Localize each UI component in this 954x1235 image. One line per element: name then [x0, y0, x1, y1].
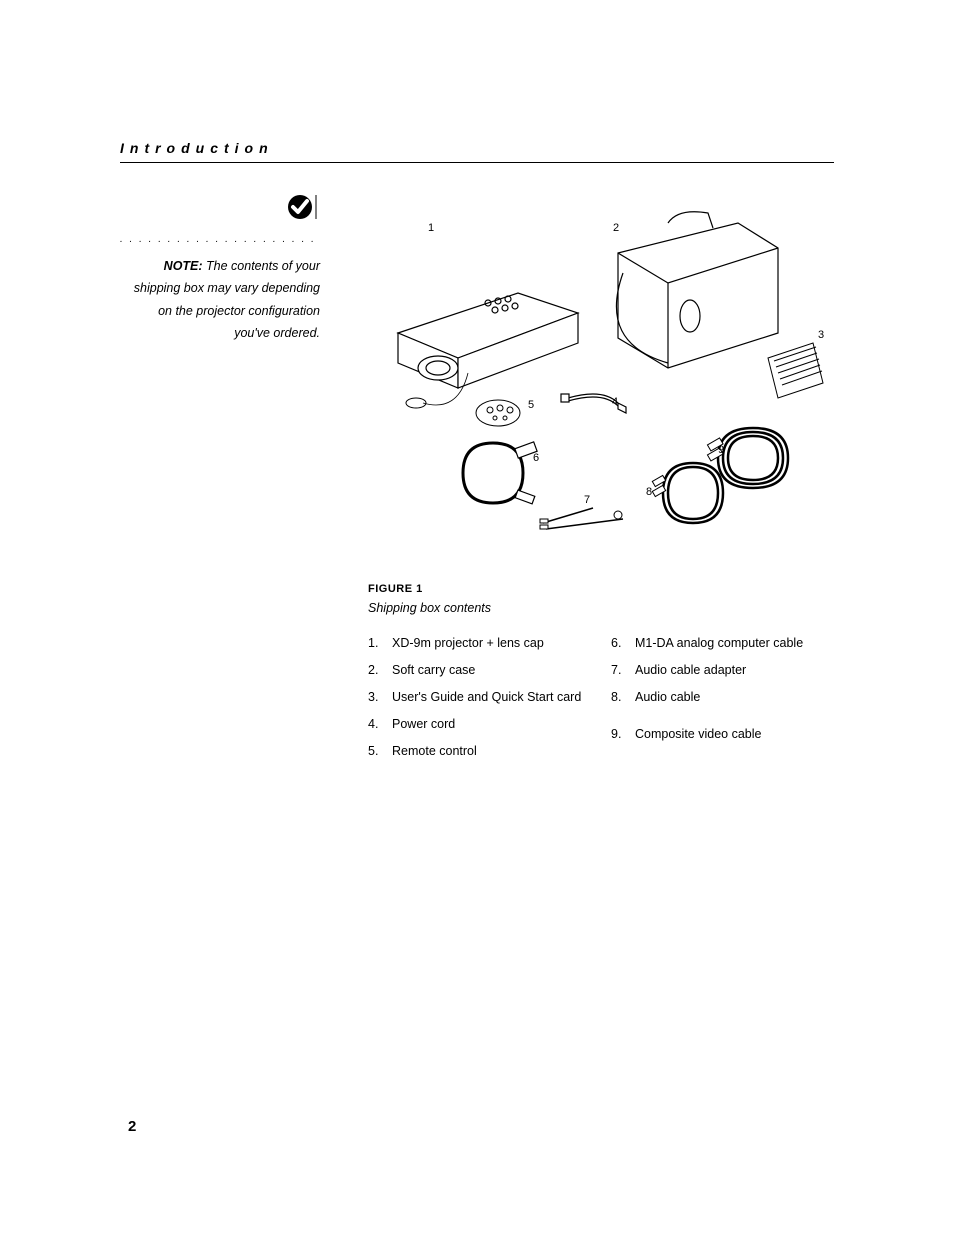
list-item: 6.M1-DA analog computer cable — [611, 635, 834, 652]
margin-note: . . . . . . . . . . . . . . . . . . . . … — [120, 193, 328, 345]
callout-1: 1 — [428, 222, 434, 234]
figure-label: FIGURE 1 — [368, 583, 834, 595]
list-item: 3.User's Guide and Quick Start card — [368, 689, 591, 706]
callout-9: 9 — [718, 444, 724, 456]
note-icon-row — [120, 193, 320, 229]
note-text-3: on the projector configuration — [120, 300, 320, 323]
main-column: 1 2 3 4 5 6 7 8 9 FIGURE 1 Shipping box … — [328, 193, 834, 769]
list-item: 1.XD-9m projector + lens cap — [368, 635, 591, 652]
list-item: 5.Remote control — [368, 743, 591, 760]
contents-list: 1.XD-9m projector + lens cap 2.Soft carr… — [368, 635, 834, 769]
callout-7: 7 — [584, 494, 590, 506]
two-column-layout: . . . . . . . . . . . . . . . . . . . . … — [120, 193, 834, 769]
list-item: 4.Power cord — [368, 716, 591, 733]
checkmark-icon — [286, 193, 320, 229]
dotted-rule: . . . . . . . . . . . . . . . . . . . . … — [120, 231, 320, 249]
callout-3: 3 — [818, 329, 824, 341]
callout-5: 5 — [528, 399, 534, 411]
callout-4: 4 — [612, 396, 618, 408]
figure-caption: Shipping box contents — [368, 601, 834, 615]
note-text-2: shipping box may vary depending — [120, 277, 320, 300]
list-item: 7.Audio cable adapter — [611, 662, 834, 679]
contents-right-col: 6.M1-DA analog computer cable 7.Audio ca… — [611, 635, 834, 769]
figure-illustration: 1 2 3 4 5 6 7 8 9 — [368, 193, 828, 553]
note-text-4: you've ordered. — [120, 322, 320, 345]
callout-2: 2 — [613, 222, 619, 234]
note-line-1: NOTE: The contents of your — [120, 255, 320, 278]
list-item: 9.Composite video cable — [611, 726, 834, 743]
note-label: NOTE: — [164, 259, 203, 273]
list-item: 2.Soft carry case — [368, 662, 591, 679]
note-text-1: The contents of your — [206, 259, 320, 273]
section-header: Introduction — [120, 140, 834, 163]
list-item: 8.Audio cable — [611, 689, 834, 706]
contents-left-col: 1.XD-9m projector + lens cap 2.Soft carr… — [368, 635, 591, 769]
callout-8: 8 — [646, 486, 652, 498]
callout-6: 6 — [533, 452, 539, 464]
page-number: 2 — [128, 1118, 136, 1135]
